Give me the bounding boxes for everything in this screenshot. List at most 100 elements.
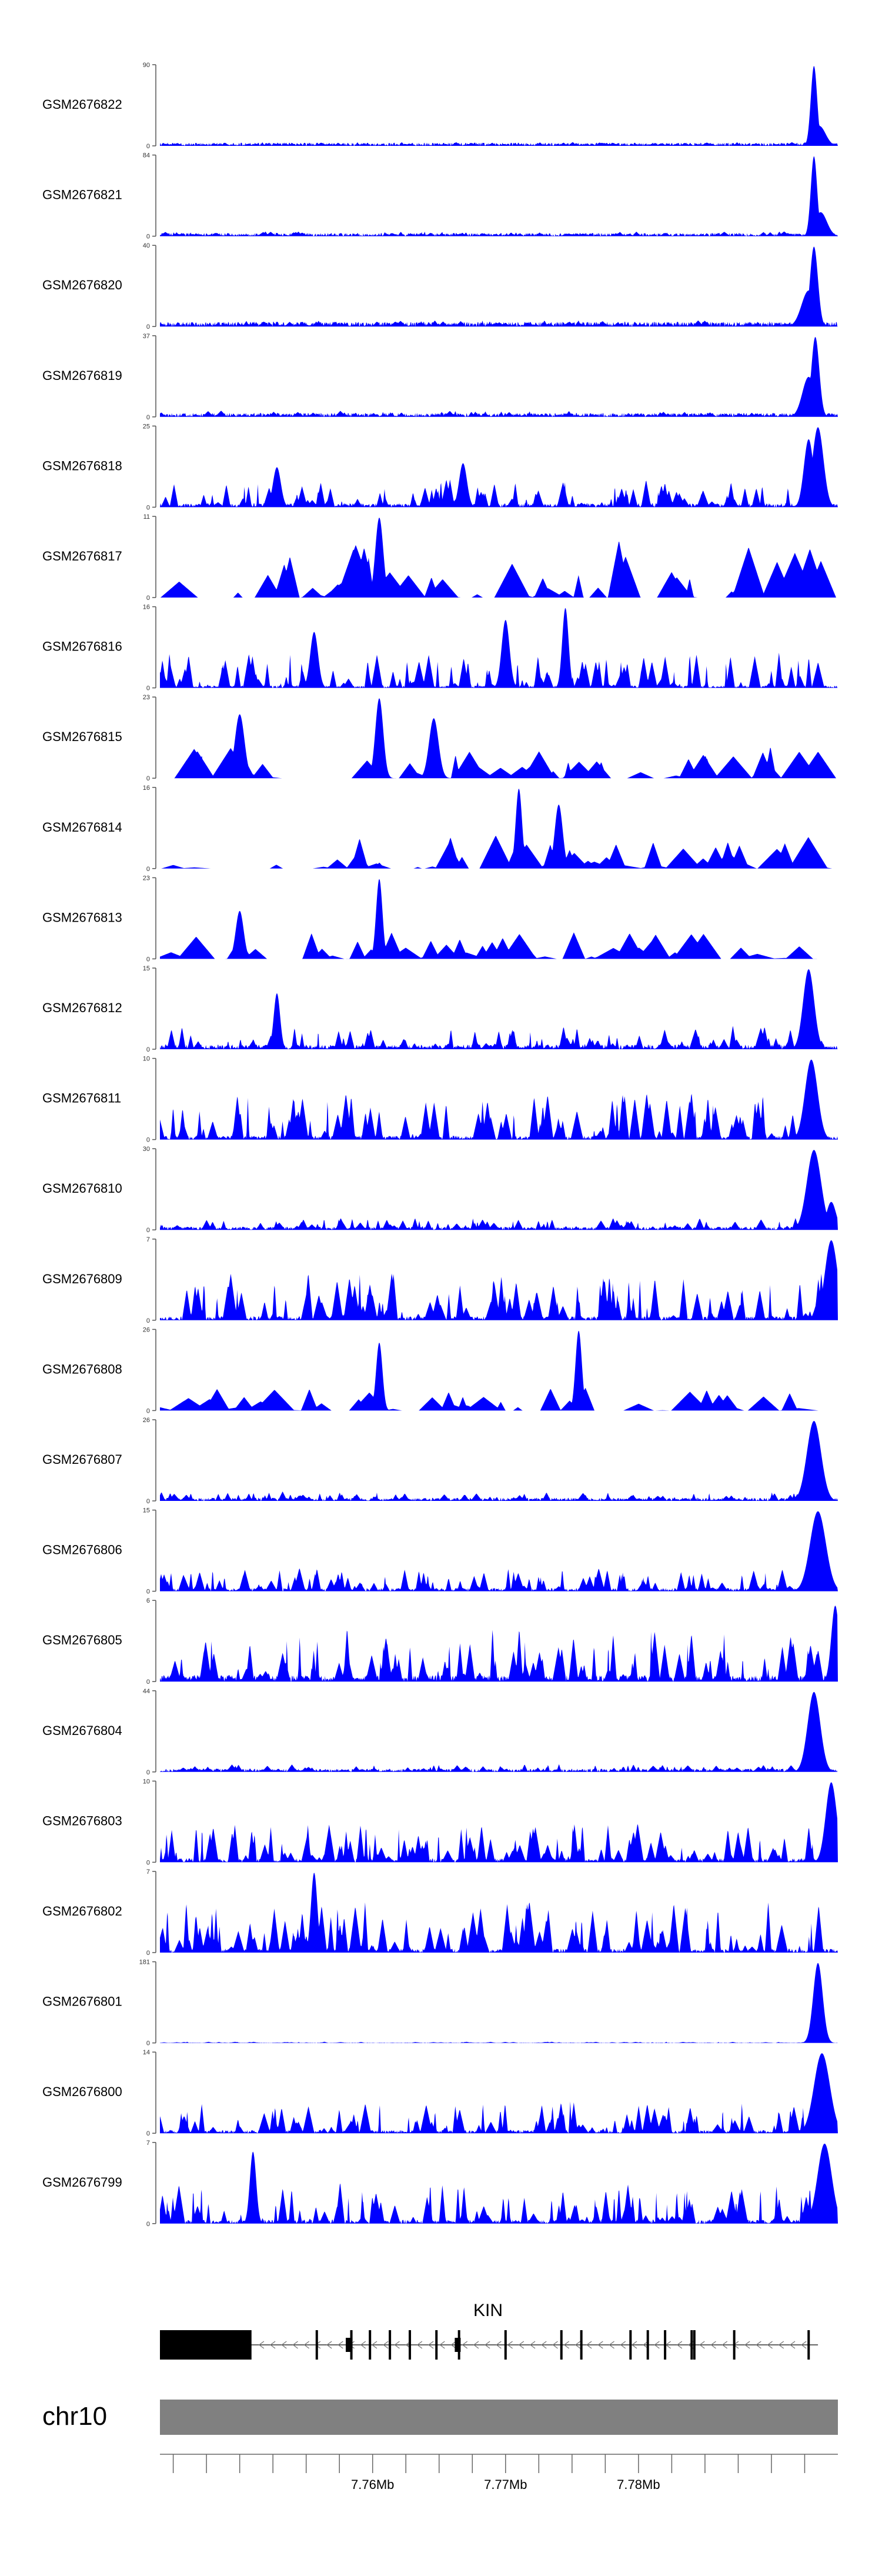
strand-arrow [789, 2341, 796, 2349]
coverage-area [160, 879, 838, 959]
y-tick-label-max: 90 [143, 62, 150, 69]
strand-arrow [485, 2341, 490, 2349]
y-tick-label-min: 0 [146, 2221, 150, 2228]
strand-arrow [338, 2341, 343, 2349]
coverage-area [160, 969, 838, 1049]
y-tick-label-min: 0 [146, 775, 150, 782]
y-tick-label-min: 0 [146, 143, 150, 150]
gene-exon [693, 2330, 696, 2360]
y-tick-label-max: 14 [143, 2049, 150, 2056]
strand-arrow [654, 2341, 660, 2349]
gene-exon-thick [346, 2338, 352, 2352]
track-GSM2676816: GSM2676816 16 0 [42, 604, 838, 692]
track-GSM2676822: GSM2676822 90 0 [42, 62, 838, 150]
strand-arrow [462, 2341, 468, 2349]
coverage-area [160, 518, 838, 598]
y-tick-label-max: 44 [143, 1688, 150, 1695]
track-label: GSM2676807 [42, 1452, 122, 1467]
strand-arrow [258, 2341, 265, 2349]
strand-arrow [326, 2341, 332, 2349]
track-label: GSM2676814 [42, 820, 122, 835]
coverage-area [160, 788, 838, 869]
strand-arrow [416, 2341, 423, 2349]
y-tick-label-max: 7 [146, 1236, 150, 1243]
track-label: GSM2676805 [42, 1633, 122, 1647]
gene-exon [504, 2330, 507, 2360]
gene-exon [409, 2330, 412, 2360]
track-label: GSM2676810 [42, 1181, 122, 1196]
track-GSM2676804: GSM2676804 44 0 [42, 1688, 838, 1776]
strand-arrow [427, 2341, 434, 2349]
y-tick-label-min: 0 [146, 1137, 150, 1144]
strand-arrow [303, 2341, 310, 2349]
coverage-area [160, 1059, 838, 1140]
track-label: GSM2676822 [42, 97, 122, 112]
y-tick-label-min: 0 [146, 1589, 150, 1596]
coverage-tracks: GSM2676822900GSM2676821840GSM2676820400G… [42, 62, 838, 2228]
track-GSM2676810: GSM2676810 30 0 [42, 1146, 838, 1234]
track-GSM2676812: GSM2676812 15 0 [42, 965, 838, 1053]
track-label: GSM2676812 [42, 1000, 122, 1015]
track-GSM2676817: GSM2676817 11 0 [42, 513, 838, 602]
y-tick-label-max: 7 [146, 1868, 150, 1876]
y-tick-label-max: 37 [143, 333, 150, 340]
y-tick-label-max: 181 [139, 1959, 150, 1966]
y-tick-label-max: 23 [143, 694, 150, 701]
gene-utr-block [160, 2330, 250, 2360]
track-label: GSM2676820 [42, 278, 122, 292]
y-tick-label-min: 0 [146, 1859, 150, 1866]
track-label: GSM2676799 [42, 2175, 122, 2190]
coverage-area [160, 1606, 838, 1682]
chromosome-label: chr10 [42, 2402, 107, 2431]
gene-exon [664, 2330, 667, 2360]
track-label: GSM2676813 [42, 910, 122, 925]
coverage-area [160, 336, 838, 417]
coverage-area [160, 2143, 838, 2224]
track-label: GSM2676821 [42, 188, 122, 202]
coverage-area [160, 698, 838, 779]
track-label: GSM2676818 [42, 458, 122, 473]
y-tick-label-min: 0 [146, 1498, 150, 1505]
coverage-area [160, 1691, 838, 1772]
coverage-area [160, 1782, 838, 1863]
coverage-area [160, 608, 838, 688]
y-tick-label-min: 0 [146, 504, 150, 511]
gene-exon [389, 2330, 392, 2360]
chromosome-tick-label: 7.78Mb [617, 2477, 660, 2492]
strand-arrow [371, 2341, 377, 2349]
track-label: GSM2676817 [42, 549, 122, 563]
y-tick-label-max: 26 [143, 1326, 150, 1333]
track-GSM2676801: GSM2676801 181 0 [42, 1959, 838, 2047]
y-tick-label-max: 11 [143, 513, 150, 520]
strand-arrow [292, 2341, 298, 2349]
y-tick-label-max: 26 [143, 1417, 150, 1424]
y-tick-label-min: 0 [146, 1227, 150, 1234]
track-GSM2676803: GSM2676803 10 0 [42, 1778, 838, 1866]
track-label: GSM2676801 [42, 1994, 122, 2009]
coverage-area [160, 156, 838, 236]
gene-exon [690, 2330, 693, 2360]
track-label: GSM2676802 [42, 1904, 122, 1918]
track-GSM2676799: GSM2676799 7 0 [42, 2140, 838, 2228]
coverage-area [160, 66, 838, 146]
strand-arrow [620, 2341, 626, 2349]
gene-exon [629, 2330, 632, 2360]
track-label: GSM2676800 [42, 2084, 122, 2099]
strand-arrow [721, 2341, 728, 2349]
strand-arrow [269, 2341, 276, 2349]
y-tick-label-max: 15 [143, 1507, 150, 1514]
y-tick-label-max: 40 [143, 242, 150, 249]
strand-arrow [676, 2341, 683, 2349]
y-tick-label-min: 0 [146, 1950, 150, 1957]
track-GSM2676818: GSM2676818 25 0 [42, 423, 838, 511]
track-GSM2676820: GSM2676820 40 0 [42, 242, 838, 331]
gene-exon [580, 2330, 583, 2360]
chromosome-tick-label: 7.76Mb [351, 2477, 394, 2492]
track-GSM2676815: GSM2676815 23 0 [42, 694, 838, 782]
coverage-area [160, 1511, 838, 1591]
y-tick-label-max: 10 [143, 1056, 150, 1063]
strand-arrow [450, 2341, 456, 2349]
strand-arrow [767, 2341, 773, 2349]
strand-arrow [801, 2341, 807, 2349]
chromosome-bar [160, 2400, 838, 2435]
